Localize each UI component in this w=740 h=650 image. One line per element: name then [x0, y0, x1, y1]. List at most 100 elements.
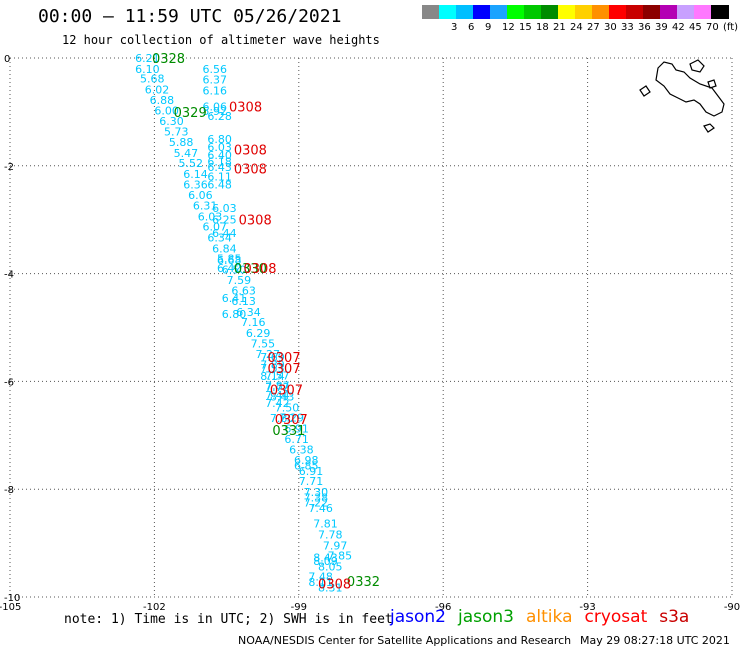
island-outline	[707, 79, 717, 89]
wave-height-point: 6.36	[183, 179, 208, 192]
wave-height-point: 7.50	[275, 401, 300, 414]
wave-height-labels: 6.216.105.686.026.886.006.305.735.885.47…	[135, 52, 352, 594]
generated-timestamp: May 29 08:27:18 UTC 2021	[580, 634, 730, 647]
wave-height-point: 8.43	[270, 390, 295, 403]
legend-swatch	[626, 5, 644, 19]
legend-swatch	[677, 5, 695, 19]
legend-swatch	[439, 5, 457, 19]
pass-time-label: 0308	[229, 101, 262, 116]
pass-time-labels: 0328032903300331033203080308030803080308…	[152, 52, 380, 593]
legend-swatch	[660, 5, 678, 19]
wave-height-point: 8.11	[308, 576, 333, 589]
pass-time-label: 0307	[275, 413, 308, 428]
axis-tick-labels: -105 -102 -99 -96 -93 -90 0 -2 -4 -6 -8 -10	[0, 54, 740, 610]
wave-height-point: 7.16	[241, 316, 265, 329]
wave-height-point: 6.06	[203, 101, 228, 114]
wave-height-point: 5.85	[217, 253, 242, 266]
wave-height-point: 7.30	[304, 486, 329, 499]
island-outline	[655, 61, 725, 117]
wave-height-point: 6.28	[207, 110, 232, 123]
legend-swatch	[609, 5, 627, 19]
wave-height-point: 6.31	[193, 200, 218, 213]
wave-height-point: 6.63	[231, 284, 256, 297]
x-tick-label: -99	[291, 602, 307, 610]
wave-height-point: 7.81	[313, 518, 338, 531]
x-tick-label: -90	[724, 602, 740, 610]
wave-height-point: 6.07	[203, 221, 228, 234]
legend-swatch	[558, 5, 576, 19]
wave-height-point: 6.21	[135, 52, 160, 65]
wave-height-point: 7.57	[265, 369, 290, 382]
legend-swatch	[694, 5, 712, 19]
legend-swatch	[473, 5, 491, 19]
wave-height-point: 7.80	[270, 412, 295, 425]
wave-height-point: 6.38	[289, 443, 314, 456]
wave-height-point: 8.09	[313, 555, 338, 568]
pass-time-label: 0307	[268, 362, 301, 377]
legend-swatch	[541, 5, 559, 19]
wave-height-point: 6.56	[203, 63, 228, 76]
wave-height-point: 6.71	[284, 433, 309, 446]
y-tick-label: 0	[4, 54, 10, 65]
pass-time-label: 0330	[234, 262, 267, 277]
wave-height-point: 6.13	[231, 295, 256, 308]
wave-height-point: 6.91	[284, 422, 309, 435]
legend-swatch	[711, 5, 729, 19]
legend-label: 42	[672, 22, 685, 33]
wave-height-point: 6.98	[294, 454, 319, 467]
wave-height-point: 7.22	[304, 497, 329, 510]
wave-height-point: 7.42	[265, 397, 290, 410]
wave-height-point: 7.48	[308, 571, 333, 584]
wave-height-point: 6.34	[207, 231, 232, 244]
wave-height-point: 7.29	[280, 412, 305, 425]
legend-swatch	[422, 5, 440, 19]
chart-title: 00:00 – 11:59 UTC 05/26/2021	[38, 6, 342, 27]
legend-label: 18	[536, 22, 549, 33]
wave-height-point: 5.68	[140, 72, 165, 85]
wave-height-point: 6.88	[150, 94, 175, 107]
wave-height-point: 6.00	[154, 104, 179, 117]
legend-label: 30	[604, 22, 617, 33]
pass-time-label: 0307	[268, 351, 301, 366]
satellite-jason2: jason2	[390, 607, 446, 627]
legend-label: 21	[553, 22, 566, 33]
x-tick-label: -93	[579, 602, 595, 610]
island-outline	[703, 123, 715, 133]
wave-height-point: 6.43	[207, 161, 232, 174]
wave-height-point: 6.03	[198, 210, 223, 223]
legend-label: 9	[485, 22, 492, 33]
wave-height-point: 6.30	[159, 115, 184, 128]
wave-height-point: 6.34	[236, 306, 261, 319]
wave-height-point: 7.85	[328, 549, 353, 562]
footnote: note: 1) Time is in UTC; 2) SWH is in fe…	[64, 612, 393, 627]
legend-label: 15	[519, 22, 532, 33]
satellite-altika: altika	[526, 607, 573, 627]
wave-height-point: 8.31	[318, 581, 343, 594]
wave-height-point: 6.37	[203, 74, 228, 87]
legend-swatch	[575, 5, 593, 19]
legend-label: (ft)	[723, 22, 739, 33]
wave-height-point: 6.48	[207, 179, 232, 192]
wave-height-point: 6.03	[207, 141, 232, 154]
y-tick-label: -6	[4, 377, 14, 388]
wave-height-point: 6.85	[294, 459, 319, 472]
wave-height-point: 5.52	[178, 157, 203, 170]
y-tick-label: -2	[4, 162, 14, 173]
legend-label: 33	[621, 22, 634, 33]
wave-height-point: 6.42	[217, 262, 242, 275]
wave-height-point: 7.55	[251, 338, 276, 351]
wave-height-point: 7.87	[265, 380, 290, 393]
legend-label: 70	[706, 22, 719, 33]
island-outline	[639, 85, 651, 97]
satellite-legend: jason2 jason3 altika cryosat s3a	[390, 607, 701, 627]
wave-height-point: 6.18	[207, 155, 232, 168]
legend-label: 12	[502, 22, 515, 33]
legend-label: 3	[451, 22, 458, 33]
pass-time-label: 0307	[270, 383, 303, 398]
wave-height-point: 7.27	[255, 348, 279, 361]
wave-height-point: 7.97	[323, 539, 348, 552]
wave-height-point: 6.40	[207, 149, 232, 162]
pass-time-label: 0332	[347, 575, 380, 590]
y-tick-label: -4	[4, 270, 14, 281]
land-outlines	[639, 59, 725, 133]
